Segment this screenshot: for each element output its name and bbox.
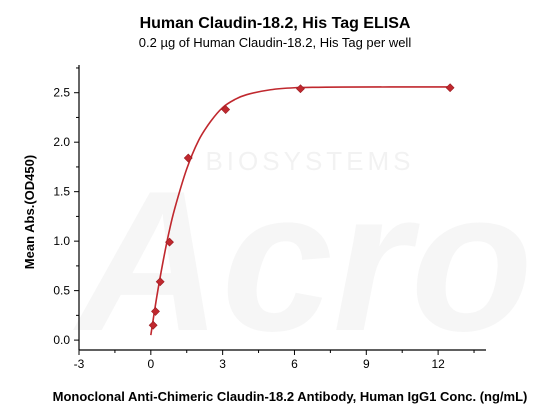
data-point [296,84,305,94]
x-axis-label: Monoclonal Anti-Chimeric Claudin-18.2 An… [53,389,528,404]
y-tick-label: 1.0 [53,234,70,248]
y-tick-label: 1.5 [53,185,70,199]
y-axis-label: Mean Abs.(OD450) [22,155,37,269]
data-point [155,277,165,287]
x-tick-label: 9 [363,357,370,371]
y-tick-label: 2.0 [53,135,70,149]
data-point [151,306,160,316]
chart-title: Human Claudin-18.2, His Tag ELISA [140,15,411,32]
data-point [165,237,174,247]
y-tick-label: 2.5 [53,86,70,100]
data-point [221,105,231,114]
axes: -3 0 3 6 9 12 0.0 0.5 1.0 1.5 2.0 2.5 [53,65,486,371]
watermark-sub-text: BIOSYSTEMS [205,146,414,176]
y-tick-label: 0.0 [53,333,70,347]
x-tick-label: 0 [147,357,154,371]
y-tick-label: 0.5 [53,284,70,298]
chart-subtitle: 0.2 µg of Human Claudin-18.2, His Tag pe… [139,35,412,50]
watermark-main-text: Acro [72,150,533,373]
data-point [183,153,193,163]
x-tick-label: 3 [219,357,226,371]
data-points-group [148,83,455,330]
x-tick-label: -3 [74,357,85,371]
x-tick-label: 12 [431,357,445,371]
x-tick-label: 6 [291,357,298,371]
data-point [148,320,158,330]
data-point [445,83,455,93]
watermark: Acro BIOSYSTEMS [72,146,533,373]
